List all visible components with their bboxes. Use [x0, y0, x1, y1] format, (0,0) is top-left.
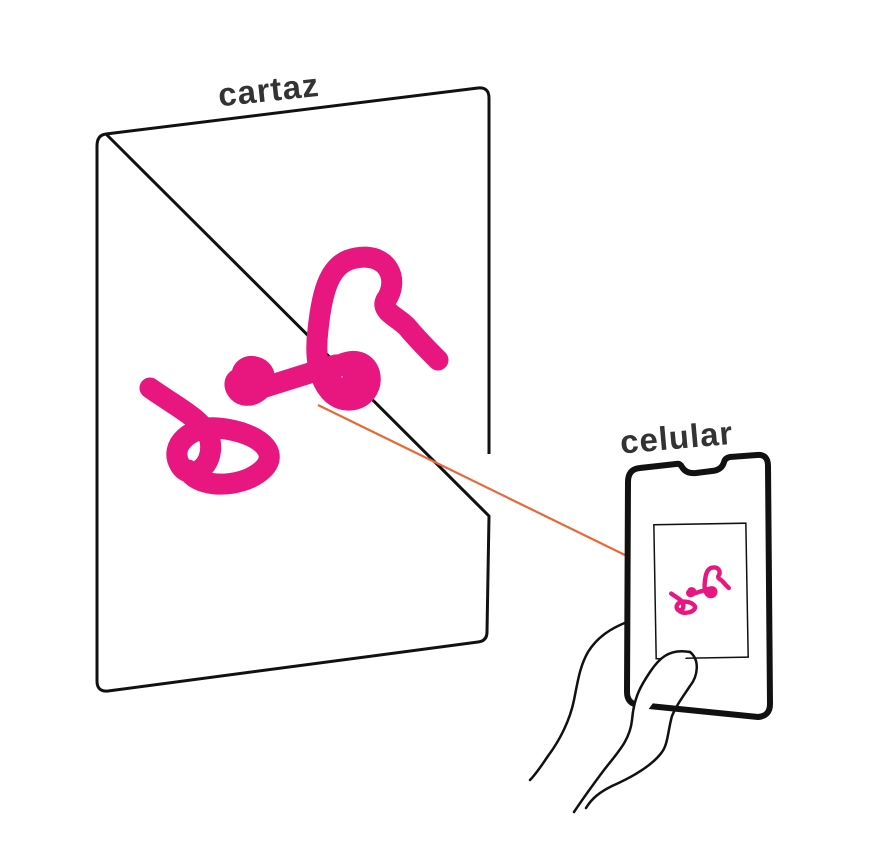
- hand: [528, 620, 698, 814]
- poster-frame: [95, 86, 491, 693]
- hand-fingers: [528, 620, 629, 782]
- poster-label: cartaz: [216, 66, 321, 113]
- phone-label: celular: [619, 414, 735, 461]
- connector-line: [317, 404, 628, 557]
- hand-palm: [584, 650, 698, 810]
- poster: [95, 86, 491, 693]
- smartphone: [624, 451, 773, 720]
- hand-thumb: [572, 649, 692, 814]
- poster-logo: [150, 257, 438, 484]
